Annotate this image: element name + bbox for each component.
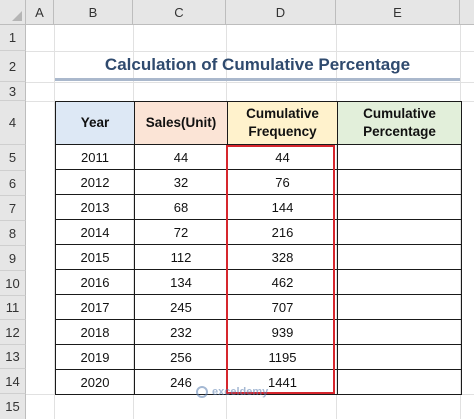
table-row: 2018 232 939 [55, 319, 462, 345]
column-header-c[interactable]: C [133, 0, 226, 25]
cell-year[interactable]: 2020 [55, 369, 135, 395]
cell-year[interactable]: 2018 [55, 319, 135, 345]
cell-cumulative-frequency[interactable]: 1441 [227, 369, 338, 395]
header-year[interactable]: Year [55, 101, 135, 145]
column-header-d[interactable]: D [226, 0, 336, 25]
gridline [54, 25, 55, 419]
cell-cumulative-percentage[interactable] [337, 369, 462, 395]
gridline [26, 51, 474, 52]
header-sales[interactable]: Sales(Unit) [134, 101, 228, 145]
table-row: 2017 245 707 [55, 294, 462, 320]
header-cumulative-frequency-line2: Frequency [248, 124, 317, 139]
cell-cumulative-frequency[interactable]: 462 [227, 269, 338, 295]
row-header-9[interactable]: 9 [0, 246, 26, 271]
header-cumulative-percentage[interactable]: Cumulative Percentage [337, 101, 462, 145]
row-header-6[interactable]: 6 [0, 171, 26, 196]
row-header-4[interactable]: 4 [0, 101, 26, 145]
cell-sales[interactable]: 232 [134, 319, 228, 345]
watermark-text: exceldemy [212, 386, 269, 398]
header-cumulative-frequency[interactable]: Cumulative Frequency [227, 101, 338, 145]
cell-sales[interactable]: 32 [134, 169, 228, 195]
row-header-7[interactable]: 7 [0, 196, 26, 221]
table-row: 2020 246 1441 [55, 369, 462, 395]
cell-cumulative-percentage[interactable] [337, 294, 462, 320]
select-all-corner[interactable] [0, 0, 26, 25]
cell-sales[interactable]: 246 [134, 369, 228, 395]
header-cumulative-percentage-line2: Percentage [363, 124, 436, 139]
watermark: exceldemy [196, 386, 268, 398]
cell-year[interactable]: 2013 [55, 194, 135, 220]
header-cumulative-frequency-line1: Cumulative [246, 106, 319, 121]
cell-cumulative-percentage[interactable] [337, 244, 462, 270]
row-header-13[interactable]: 13 [0, 345, 26, 369]
cell-cumulative-frequency[interactable]: 144 [227, 194, 338, 220]
table-row: 2015 112 328 [55, 244, 462, 270]
cell-cumulative-frequency[interactable]: 44 [227, 144, 338, 170]
column-header-f[interactable] [460, 0, 474, 25]
cell-year[interactable]: 2015 [55, 244, 135, 270]
cell-sales[interactable]: 256 [134, 344, 228, 370]
cell-year[interactable]: 2017 [55, 294, 135, 320]
cell-cumulative-frequency[interactable]: 76 [227, 169, 338, 195]
cell-sales[interactable]: 245 [134, 294, 228, 320]
cell-year[interactable]: 2019 [55, 344, 135, 370]
cell-cumulative-percentage[interactable] [337, 344, 462, 370]
cell-cumulative-percentage[interactable] [337, 269, 462, 295]
column-header-e[interactable]: E [336, 0, 460, 25]
cell-sales[interactable]: 72 [134, 219, 228, 245]
cell-cumulative-percentage[interactable] [337, 144, 462, 170]
exceldemy-logo-icon [196, 386, 208, 398]
table-row: 2019 256 1195 [55, 344, 462, 370]
row-header-3[interactable]: 3 [0, 82, 26, 101]
cell-cumulative-frequency[interactable]: 216 [227, 219, 338, 245]
row-header-11[interactable]: 11 [0, 296, 26, 320]
cell-cumulative-percentage[interactable] [337, 169, 462, 195]
cell-cumulative-percentage[interactable] [337, 194, 462, 220]
cell-year[interactable]: 2012 [55, 169, 135, 195]
cell-sales[interactable]: 134 [134, 269, 228, 295]
cell-cumulative-frequency[interactable]: 939 [227, 319, 338, 345]
row-header-1[interactable]: 1 [0, 25, 26, 51]
gridline [26, 82, 474, 83]
data-table: Year Sales(Unit) Cumulative Frequency Cu… [55, 101, 462, 395]
title-underline [55, 78, 460, 81]
cell-cumulative-frequency[interactable]: 707 [227, 294, 338, 320]
row-header-10[interactable]: 10 [0, 271, 26, 296]
cell-cumulative-frequency[interactable]: 1195 [227, 344, 338, 370]
cell-sales[interactable]: 112 [134, 244, 228, 270]
cell-sales[interactable]: 68 [134, 194, 228, 220]
cell-year[interactable]: 2011 [55, 144, 135, 170]
cell-cumulative-percentage[interactable] [337, 319, 462, 345]
row-header-12[interactable]: 12 [0, 320, 26, 345]
cell-year[interactable]: 2014 [55, 219, 135, 245]
cell-cumulative-percentage[interactable] [337, 219, 462, 245]
table-row: 2011 44 44 [55, 144, 462, 170]
row-header-15[interactable]: 15 [0, 394, 26, 419]
cell-cumulative-frequency[interactable]: 328 [227, 244, 338, 270]
sheet-title[interactable]: Calculation of Cumulative Percentage [104, 55, 411, 74]
header-cumulative-percentage-line1: Cumulative [363, 106, 436, 121]
table-row: 2013 68 144 [55, 194, 462, 220]
row-header-5[interactable]: 5 [0, 145, 26, 171]
table-row: 2016 134 462 [55, 269, 462, 295]
table-row: 2012 32 76 [55, 169, 462, 195]
column-header-b[interactable]: B [54, 0, 133, 25]
cell-year[interactable]: 2016 [55, 269, 135, 295]
column-header-a[interactable]: A [26, 0, 54, 25]
row-header-14[interactable]: 14 [0, 369, 26, 394]
table-row: 2014 72 216 [55, 219, 462, 245]
cell-sales[interactable]: 44 [134, 144, 228, 170]
row-header-2[interactable]: 2 [0, 51, 26, 82]
row-header-8[interactable]: 8 [0, 221, 26, 246]
gridline [26, 394, 474, 395]
